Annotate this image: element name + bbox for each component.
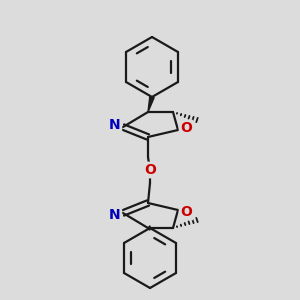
Text: N: N: [109, 208, 121, 222]
Text: N: N: [109, 118, 121, 132]
Text: O: O: [144, 163, 156, 177]
Polygon shape: [148, 226, 150, 230]
Polygon shape: [148, 96, 154, 112]
Text: O: O: [180, 205, 192, 219]
Text: O: O: [180, 121, 192, 135]
